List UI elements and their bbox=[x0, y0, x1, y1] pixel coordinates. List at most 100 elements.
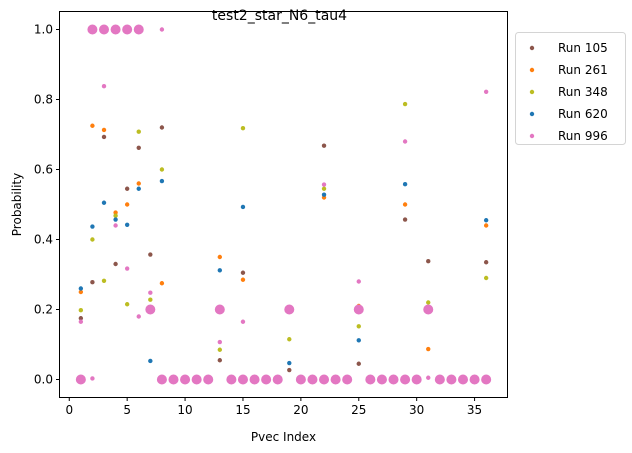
overlap-point-34 bbox=[469, 374, 480, 385]
legend: Run 105 Run 261 Run 348 Run 620 Run 996 bbox=[515, 32, 626, 145]
series-3-point-12 bbox=[356, 338, 361, 343]
series-2-point-6 bbox=[148, 297, 153, 302]
series-3-point-6 bbox=[148, 358, 153, 364]
series-2-point-8 bbox=[217, 347, 223, 352]
legend-marker-0 bbox=[529, 45, 535, 51]
series-1-point-8 bbox=[240, 277, 246, 282]
series-1-point-13 bbox=[483, 223, 489, 228]
series-3-point-14 bbox=[483, 218, 489, 223]
series-1-point-5 bbox=[136, 181, 141, 186]
series-2-point-12 bbox=[356, 324, 361, 329]
overlap-point-3 bbox=[110, 24, 121, 35]
series-3-point-11 bbox=[321, 192, 327, 197]
series-3-point-13 bbox=[402, 182, 408, 187]
series-4-point-2 bbox=[101, 84, 107, 89]
x-tick-label-5: 25 bbox=[351, 403, 366, 417]
overlap-point-18 bbox=[284, 304, 295, 315]
overlap-point-26 bbox=[376, 374, 387, 385]
y-tick-label-5: 1.0 bbox=[34, 23, 53, 37]
series-1-point-3 bbox=[113, 210, 118, 215]
y-tick-label-0: 0.0 bbox=[34, 373, 53, 387]
y-tick-label-1: 0.2 bbox=[34, 303, 53, 317]
series-1-point-0 bbox=[78, 289, 84, 295]
series-4-point-13 bbox=[426, 375, 431, 380]
series-0-point-12 bbox=[356, 361, 361, 366]
series-2-point-3 bbox=[113, 213, 118, 218]
series-0-point-13 bbox=[402, 217, 408, 222]
series-3-point-8 bbox=[217, 268, 223, 273]
overlap-point-17 bbox=[272, 374, 283, 385]
series-3-point-2 bbox=[101, 200, 107, 205]
series-4-point-11 bbox=[356, 279, 361, 284]
overlap-point-20 bbox=[307, 374, 318, 385]
series-0-point-5 bbox=[136, 145, 141, 150]
series-1-point-11 bbox=[402, 202, 408, 207]
series-2-point-1 bbox=[90, 237, 95, 242]
legend-box bbox=[515, 32, 626, 145]
series-3-point-3 bbox=[113, 217, 118, 222]
overlap-point-8 bbox=[168, 374, 179, 385]
series-0-point-14 bbox=[426, 259, 431, 264]
series-3-point-0 bbox=[78, 286, 84, 291]
overlap-point-31 bbox=[434, 374, 445, 385]
y-axis-ticks: 0.0 0.2 0.4 0.6 0.8 1.0 bbox=[34, 23, 60, 387]
legend-label-2: Run 348 bbox=[558, 85, 608, 99]
legend-marker-2 bbox=[529, 89, 535, 95]
series-0-point-0 bbox=[78, 316, 84, 321]
series-4-point-4 bbox=[124, 266, 130, 271]
x-tick-label-3: 15 bbox=[235, 403, 250, 417]
series-4-point-6 bbox=[148, 290, 153, 295]
series-2-point-7 bbox=[159, 167, 165, 172]
series-0-point-10 bbox=[287, 367, 292, 373]
series-4-point-8 bbox=[217, 339, 223, 345]
series-0-point-11 bbox=[321, 143, 327, 148]
y-tick-label-3: 0.6 bbox=[34, 163, 53, 177]
overlap-point-19 bbox=[295, 374, 306, 385]
legend-marker-3 bbox=[529, 111, 535, 117]
series-0-point-8 bbox=[217, 358, 223, 363]
series-1-point-6 bbox=[159, 281, 165, 286]
overlap-point-22 bbox=[330, 374, 341, 385]
series-2-point-13 bbox=[402, 101, 408, 107]
legend-items: Run 105 Run 261 Run 348 Run 620 Run 996 bbox=[529, 41, 608, 143]
overlap-point-14 bbox=[237, 374, 248, 385]
legend-label-4: Run 996 bbox=[558, 129, 608, 143]
legend-label-0: Run 105 bbox=[558, 41, 608, 55]
overlap-point-30 bbox=[423, 304, 434, 315]
overlap-point-6 bbox=[145, 304, 156, 315]
overlap-point-12 bbox=[214, 304, 225, 315]
series-2-point-4 bbox=[124, 302, 130, 307]
series-2-point-15 bbox=[483, 275, 489, 281]
overlap-point-16 bbox=[261, 374, 272, 385]
overlap-point-32 bbox=[446, 374, 457, 385]
series-4-point-12 bbox=[402, 139, 408, 144]
series-4-point-0 bbox=[78, 319, 84, 324]
series-0-point-3 bbox=[113, 261, 118, 267]
series-0-point-9 bbox=[240, 270, 246, 275]
legend-marker-1 bbox=[529, 67, 535, 73]
series-4-point-10 bbox=[321, 182, 327, 187]
plot-frame bbox=[59, 11, 508, 398]
overlap-point-23 bbox=[342, 374, 353, 385]
overlap-point-28 bbox=[400, 374, 411, 385]
overlap-point-27 bbox=[388, 374, 399, 385]
overlap-point-15 bbox=[249, 374, 260, 385]
chart-title: test2_star_N6_tau4 bbox=[212, 8, 347, 24]
overlap-point-21 bbox=[319, 374, 330, 385]
overlap-point-25 bbox=[365, 374, 376, 385]
x-tick-label-0: 0 bbox=[65, 403, 73, 417]
legend-label-3: Run 620 bbox=[558, 107, 608, 121]
series-2-point-2 bbox=[101, 278, 107, 283]
x-tick-label-6: 30 bbox=[409, 403, 424, 417]
y-tick-label-2: 0.4 bbox=[34, 233, 53, 247]
overlap-point-4 bbox=[122, 24, 133, 35]
series-0-point-15 bbox=[483, 260, 489, 265]
overlap-point-13 bbox=[226, 374, 237, 385]
x-axis-ticks: 0 5 10 15 20 25 30 35 bbox=[65, 397, 482, 417]
series-2-point-0 bbox=[78, 308, 84, 313]
overlap-point-10 bbox=[191, 374, 202, 385]
series-0-point-2 bbox=[101, 134, 107, 140]
overlap-point-5 bbox=[133, 24, 144, 35]
series-3-point-4 bbox=[124, 222, 130, 227]
